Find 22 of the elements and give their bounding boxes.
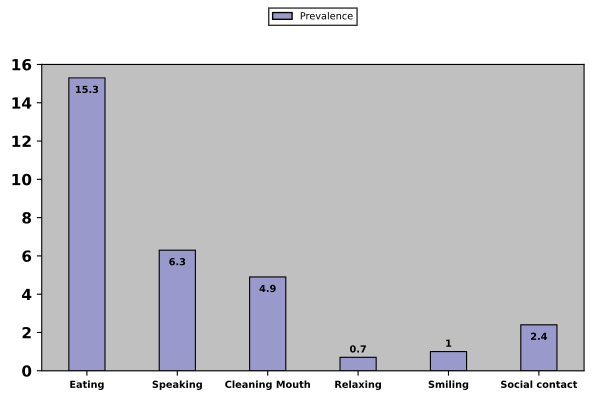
data-label: 4.9 — [260, 284, 276, 292]
y-tick-label: 12 — [12, 136, 31, 147]
x-tick-label: Relaxing — [335, 380, 382, 390]
x-tick-label: Speaking — [152, 380, 202, 390]
data-label: 6.3 — [169, 258, 186, 266]
y-tick-label: 16 — [12, 58, 32, 70]
y-tick-label: 4 — [22, 288, 32, 300]
x-tick-label: Smiling — [428, 380, 468, 390]
y-tick-label: 8 — [22, 212, 32, 224]
y-tick-label: 0 — [22, 365, 32, 377]
y-tick-label: 6 — [22, 250, 32, 262]
data-label: 0.7 — [350, 345, 366, 353]
y-tick-label: 10 — [12, 174, 32, 186]
legend-label: Prevalence — [300, 12, 353, 20]
y-tick-label: 2 — [22, 326, 31, 338]
x-tick-label: Social contact — [501, 380, 578, 388]
data-label: 1 — [446, 340, 452, 347]
data-label: 15.3 — [76, 86, 98, 94]
x-tick-label: Cleaning Mouth — [225, 380, 310, 390]
y-tick-label: 14 — [12, 97, 32, 109]
x-tick-label: Eating — [70, 380, 104, 390]
data-label: 2.4 — [531, 332, 548, 340]
